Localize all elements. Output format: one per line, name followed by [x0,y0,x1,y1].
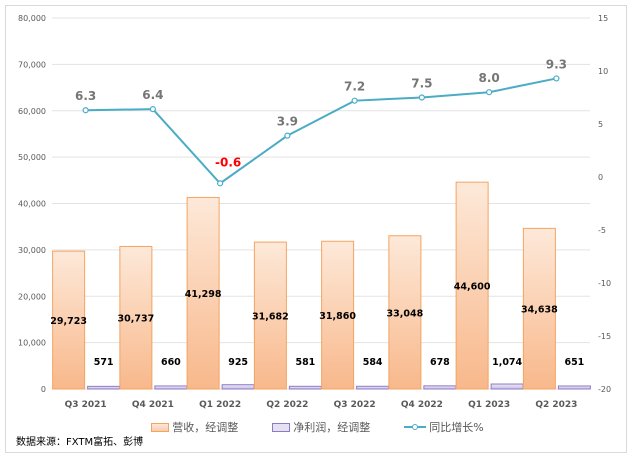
growth-label: 6.3 [75,89,96,103]
growth-point [351,97,358,104]
x-tick-label: Q1 2022 [199,400,241,410]
revenue-bar [522,227,556,390]
y-left-tick: 80,000 [18,14,46,23]
profit-label: 1,074 [492,357,522,368]
growth-point [217,180,224,187]
legend-swatch-growth [404,424,427,430]
x-tick-label: Q2 2022 [266,400,308,410]
y-right-tick: -20 [598,385,611,394]
y-left-tick: 0 [41,385,46,394]
growth-point [149,106,156,113]
revenue-bar [321,240,355,390]
growth-label: 7.2 [344,80,365,94]
growth-point [486,89,493,96]
profit-label: 925 [228,357,248,368]
y-left-tick: 50,000 [18,153,46,162]
revenue-bar [119,245,153,390]
revenue-bar [455,181,489,390]
y-right-tick: -5 [598,226,606,235]
growth-point [418,94,425,101]
growth-label: 6.4 [142,88,163,102]
legend: 营收，经调整 净利润，经调整 同比增长% [0,419,635,435]
growth-label: 9.3 [546,57,567,71]
profit-label: 651 [564,357,584,368]
legend-swatch-revenue [151,422,170,432]
y-left-tick: 10,000 [18,339,46,348]
legend-swatch-profit [272,422,291,432]
y-left-tick: 30,000 [18,246,46,255]
revenue-bar [388,235,422,390]
x-tick-label: Q3 2021 [65,400,107,410]
chart-frame [5,5,627,453]
legend-label-profit: 净利润，经调整 [293,421,371,434]
x-tick-label: Q4 2021 [132,400,174,410]
profit-bar [154,385,188,390]
revenue-label: 29,723 [50,316,87,327]
growth-label: 7.5 [411,77,432,91]
profit-bar [557,385,591,390]
x-tick-label: Q2 2023 [535,400,577,410]
profit-bar [87,385,121,390]
revenue-label: 41,298 [185,289,222,300]
y-left-tick: 70,000 [18,60,46,69]
growth-point [553,75,560,82]
y-right-tick: -15 [598,332,611,341]
y-right-tick: 0 [598,173,603,182]
profit-bar [356,385,390,390]
legend-label-growth: 同比增长% [429,421,484,434]
legend-item-profit: 净利润，经调整 [272,419,370,435]
profit-label: 678 [430,357,450,368]
source-note: 数据来源：FXTM富拓、彭博 [16,437,144,448]
legend-item-revenue: 营收，经调整 [151,419,238,435]
y-left-tick: 40,000 [18,200,46,209]
revenue-bar [186,196,220,390]
profit-label: 581 [295,357,315,368]
growth-point [284,132,291,139]
profit-label: 660 [161,357,181,368]
growth-label: 8.0 [478,71,499,85]
legend-item-growth: 同比增长% [404,419,484,435]
growth-label: -0.6 [215,155,241,169]
profit-bar [490,383,524,390]
profit-label: 571 [94,357,114,368]
growth-line [85,77,557,185]
revenue-label: 44,600 [454,282,491,293]
profit-bar [288,385,322,390]
growth-label: 3.9 [277,115,298,129]
y-left-tick: 60,000 [18,107,46,116]
profit-bar [423,385,457,390]
revenue-label: 31,682 [252,312,289,323]
x-tick-label: Q4 2022 [401,400,443,410]
revenue-label: 30,737 [118,314,155,325]
profit-bar [221,384,255,390]
x-tick-label: Q3 2022 [334,400,376,410]
revenue-bar [52,250,86,390]
x-tick-label: Q1 2023 [468,400,510,410]
y-right-tick: 5 [598,120,603,129]
revenue-label: 31,860 [319,311,356,322]
growth-point [82,107,89,114]
revenue-bar [253,241,287,390]
y-right-tick: -10 [598,279,611,288]
y-right-tick: 10 [598,67,608,76]
profit-label: 584 [363,357,383,368]
revenue-label: 33,048 [387,308,424,319]
legend-label-revenue: 营收，经调整 [172,421,239,434]
y-left-tick: 20,000 [18,292,46,301]
revenue-label: 34,638 [521,305,558,316]
y-right-tick: 15 [598,14,608,23]
